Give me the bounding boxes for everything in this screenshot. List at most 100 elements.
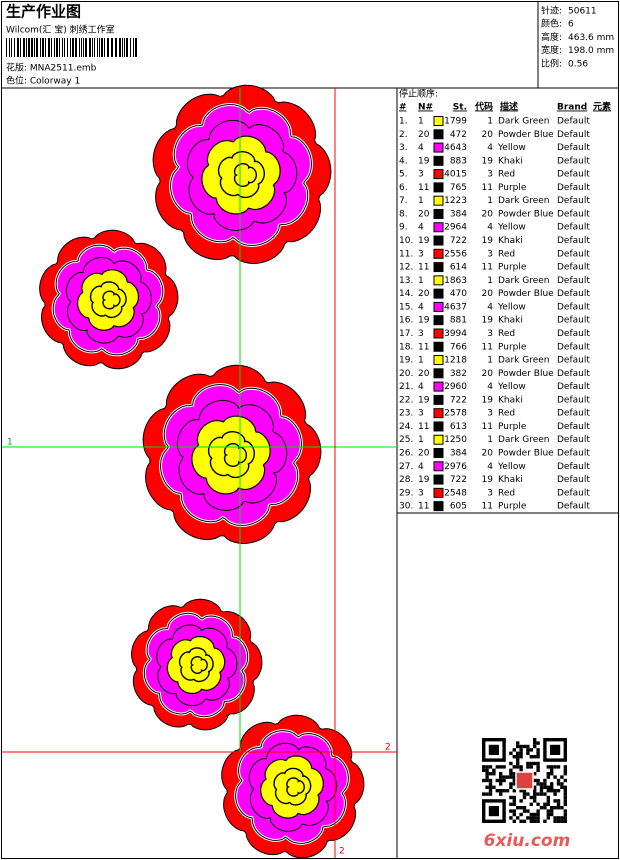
row-number: 30. (399, 502, 413, 512)
stitches: 3994 (444, 329, 467, 339)
info-value: 6 (568, 20, 574, 30)
qr-module (482, 792, 486, 796)
qr-module (539, 785, 544, 789)
needle: 19 (418, 236, 430, 246)
code: 1 (487, 356, 493, 366)
bar-stripe (111, 38, 113, 57)
bar-stripe (72, 38, 74, 57)
code: 11 (482, 502, 493, 512)
stitches: 1218 (444, 356, 467, 366)
qr-module (526, 792, 530, 796)
qr-module (553, 819, 557, 823)
qr-module (536, 761, 540, 766)
qr-module (543, 802, 547, 806)
bar-stripe (34, 38, 35, 57)
qr-finder (488, 806, 499, 817)
qr-module (516, 755, 520, 759)
rose-center (201, 135, 281, 215)
description: Red (498, 409, 515, 419)
bar-stripe (81, 38, 82, 57)
row-number: 13. (399, 276, 413, 286)
color-swatch (433, 368, 444, 379)
brand: Default (557, 475, 590, 485)
qr-module (516, 816, 520, 820)
description: Yellow (497, 143, 526, 153)
bar-stripe (85, 38, 87, 57)
description: Red (498, 488, 515, 498)
row-number: 29. (399, 488, 413, 498)
qr-module (553, 816, 557, 820)
info-value: 198.0 mm (568, 46, 614, 56)
qr-module (533, 795, 537, 800)
qr-module (499, 782, 503, 786)
needle: 3 (418, 329, 424, 339)
qr-module (512, 748, 516, 752)
color-swatch (433, 182, 444, 193)
brand: Default (557, 462, 590, 472)
qr-module (512, 778, 516, 783)
qr-module (509, 809, 513, 813)
qr-module (519, 755, 523, 759)
bar-stripe (101, 38, 103, 57)
description: Purple (498, 502, 527, 512)
qr-module (563, 816, 567, 820)
qr-module (539, 806, 544, 810)
brand: Default (557, 356, 590, 366)
bar-stripe (124, 38, 125, 57)
brand: Default (557, 156, 590, 166)
guide-marker: 2 (385, 743, 391, 753)
qr-module (529, 802, 533, 806)
qr-module (556, 816, 561, 820)
qr-module (533, 799, 537, 803)
bar-stripe (107, 38, 109, 57)
qr-module (509, 761, 513, 766)
rose-swirl (102, 290, 121, 310)
code: 3 (487, 170, 493, 180)
stitches: 766 (450, 342, 467, 352)
row-number: 9. (399, 223, 408, 233)
code: 3 (487, 249, 493, 259)
rose-swirl (223, 443, 247, 467)
qr-module (492, 785, 496, 789)
color-swatch (433, 315, 444, 326)
qr-module (560, 806, 564, 810)
qr-module (519, 768, 523, 772)
qr-module (533, 755, 537, 759)
brand: Default (557, 395, 590, 405)
code: 11 (482, 342, 493, 352)
needle: 3 (418, 170, 424, 180)
bar-stripe (126, 38, 128, 57)
qr-module (533, 761, 537, 766)
qr-module (560, 775, 564, 779)
qr-module (512, 819, 516, 823)
qr-module (519, 748, 523, 752)
bar-stripe (59, 38, 60, 57)
bar-stripe (94, 38, 95, 57)
qr-module (553, 792, 557, 796)
qr-module (563, 812, 567, 817)
bar-stripe (97, 38, 98, 57)
row-number: 8. (399, 209, 408, 219)
qr-module (509, 768, 513, 772)
qr-module (556, 765, 561, 769)
row-number: 14. (399, 289, 413, 299)
description: Red (498, 170, 515, 180)
code: 4 (487, 302, 493, 312)
qr-module (533, 819, 537, 823)
color-swatch (433, 288, 444, 299)
code: 20 (482, 130, 494, 140)
qr-module (522, 819, 527, 823)
info-label: 比例: (541, 57, 562, 69)
row-number: 19. (399, 356, 413, 366)
brand: Default (557, 342, 590, 352)
qr-module (499, 765, 503, 769)
qr-module (522, 806, 527, 810)
qr-module (536, 802, 540, 806)
qr-module (536, 748, 540, 752)
rose-swirl (89, 281, 127, 319)
stitches: 384 (450, 209, 467, 219)
stitches: 470 (450, 289, 467, 299)
needle: 4 (418, 143, 424, 153)
bar-stripe (26, 38, 27, 57)
code: 4 (487, 462, 493, 472)
